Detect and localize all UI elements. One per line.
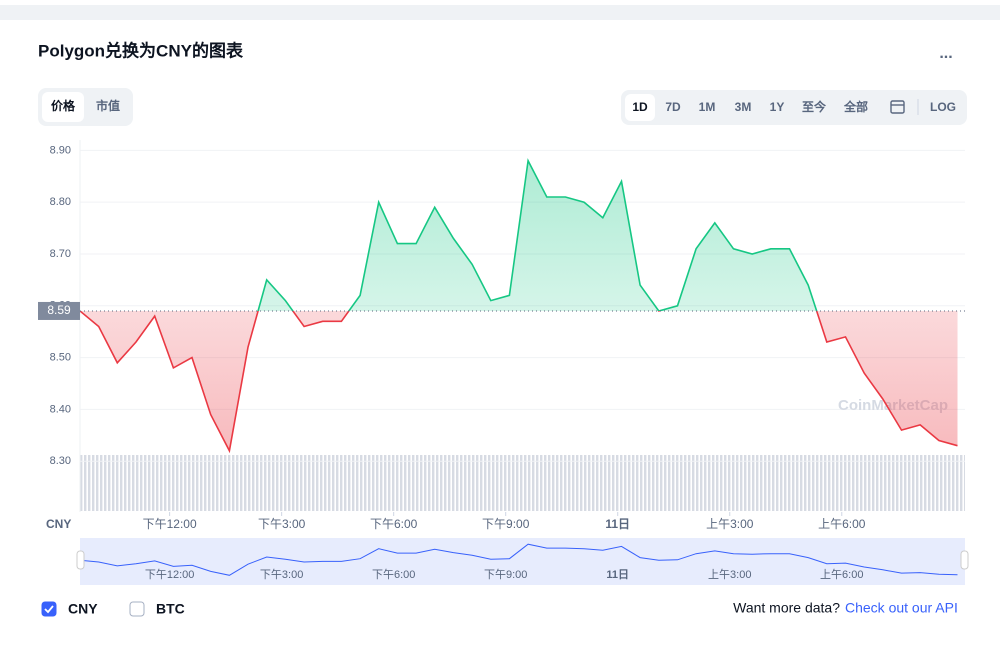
- nav-tick-label: 上午6:00: [820, 568, 863, 581]
- top-bar: [0, 5, 1000, 20]
- menu[interactable]: ...: [939, 45, 952, 62]
- range-group: [621, 90, 967, 125]
- x-tick-label: 11日: [605, 517, 630, 531]
- calendar-icon[interactable]: [890, 100, 905, 114]
- nav-line: [79, 543, 958, 576]
- range-button[interactable]: 3M: [735, 100, 752, 114]
- log-toggle[interactable]: LOG: [930, 100, 956, 114]
- nav-tick-label: 下午12:00: [145, 568, 195, 581]
- y-tick-label: 8.30: [50, 455, 71, 467]
- nav-tick-label: 上午3:00: [708, 568, 751, 581]
- tab[interactable]: 价格: [51, 98, 76, 113]
- nav-tick-label: 下午6:00: [372, 568, 415, 581]
- x-tick-label: 上午6:00: [818, 517, 866, 531]
- volume-bars: [80, 455, 965, 511]
- nav-tick-label: 11日: [606, 568, 629, 581]
- checkbox[interactable]: [41, 601, 57, 617]
- area-down: [80, 310, 958, 451]
- range-active: [625, 94, 655, 121]
- y-tick-label: 8.70: [50, 248, 71, 260]
- range-button[interactable]: 7D: [665, 100, 681, 114]
- range-button[interactable]: 全部: [843, 99, 868, 114]
- reference-label: 8.59: [47, 303, 71, 317]
- y-unit: CNY: [46, 517, 71, 531]
- y-tick-label: 8.80: [50, 196, 71, 208]
- range-button[interactable]: 1D: [632, 100, 648, 114]
- title: Polygon兑换为CNY的图表: [38, 40, 244, 60]
- nav-tick-label: 下午3:00: [260, 568, 303, 581]
- range-button[interactable]: 1M: [699, 100, 716, 114]
- price-line-up: [80, 158, 818, 311]
- tab-active: [42, 92, 84, 122]
- nav-handle[interactable]: [76, 550, 85, 570]
- tab[interactable]: 市值: [96, 98, 120, 113]
- nav-tick-label: 下午9:00: [484, 568, 527, 581]
- api-link[interactable]: Check out our API: [845, 600, 958, 616]
- footer-text: Want more data?: [733, 600, 840, 616]
- x-tick-label: 下午6:00: [370, 517, 418, 531]
- reference-badge: [38, 301, 80, 320]
- area-up: [80, 160, 958, 311]
- y-tick-label: 8.40: [50, 403, 71, 415]
- range-button[interactable]: 1Y: [770, 100, 785, 114]
- x-tick-label: 上午3:00: [706, 517, 754, 531]
- checkbox[interactable]: [129, 601, 145, 617]
- y-tick-label: 8.50: [50, 351, 71, 363]
- check-mark: [44, 605, 54, 614]
- x-tick-label: 下午12:00: [143, 517, 197, 531]
- price-line-down: [80, 310, 958, 454]
- nav-handle[interactable]: [960, 550, 969, 570]
- legend-label: BTC: [156, 601, 185, 617]
- navigator[interactable]: [80, 538, 965, 585]
- y-tick-label: 8.90: [50, 144, 71, 156]
- x-tick-label: 下午3:00: [258, 517, 306, 531]
- legend-label: CNY: [68, 601, 98, 617]
- range-button[interactable]: 至今: [802, 99, 827, 114]
- x-tick-label: 下午9:00: [482, 517, 530, 531]
